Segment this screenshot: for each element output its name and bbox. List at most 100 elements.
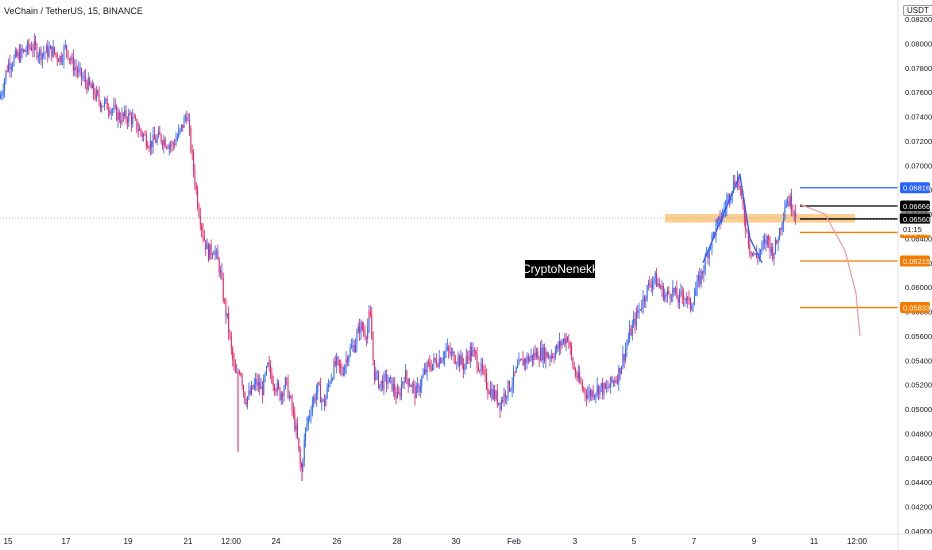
candle-body: [139, 128, 141, 131]
candle-body: [125, 110, 127, 120]
candle-body: [693, 295, 695, 305]
candle-body: [89, 77, 91, 85]
candle-body: [778, 228, 780, 241]
candle-body: [784, 208, 786, 219]
candle-body: [696, 280, 698, 290]
candle-body: [162, 141, 163, 146]
candle-body: [483, 369, 485, 371]
candle-body: [163, 139, 165, 146]
candle-body: [573, 366, 575, 370]
candle-body: [503, 392, 505, 402]
candle-body: [793, 212, 795, 214]
candle-body: [322, 399, 324, 401]
candle-body: [176, 136, 178, 140]
candle-body: [268, 362, 270, 365]
candle-body: [271, 373, 273, 383]
horizontal-levels: [0, 187, 898, 309]
candle-body: [446, 346, 448, 350]
candle-body: [526, 356, 528, 364]
candle-body: [4, 80, 6, 91]
candle-body: [149, 140, 151, 149]
candle-body: [170, 145, 172, 146]
candle-body: [719, 216, 721, 224]
candle-body: [21, 48, 23, 52]
candle-body: [387, 382, 389, 384]
candle-body: [519, 359, 521, 361]
candle-body: [554, 351, 556, 358]
candle-body: [653, 277, 655, 283]
candle-body: [83, 76, 85, 78]
candle-body: [432, 363, 433, 370]
candle-body: [469, 346, 471, 361]
candle-body: [449, 350, 451, 355]
candle-body: [78, 69, 80, 73]
candle-body: [760, 250, 762, 253]
candle-body: [738, 176, 740, 187]
candle-body: [704, 256, 706, 271]
candle-body: [631, 324, 633, 336]
candle-body: [642, 296, 644, 308]
candle-body: [368, 312, 370, 326]
candle-body: [773, 252, 775, 260]
candle-body: [375, 372, 377, 380]
candle-body: [452, 351, 454, 353]
candle-body: [610, 376, 612, 387]
candle-body: [171, 143, 173, 146]
time-axis[interactable]: 15 17 19 21 12:00 24 26 28 30 Feb 3 5 7 9 11 12:00: [0, 533, 932, 546]
candle-body: [729, 194, 730, 201]
candle-body: [9, 62, 11, 70]
candle-body: [152, 134, 154, 148]
candle-body: [103, 100, 105, 106]
candle-body: [662, 285, 664, 300]
candle-body: [153, 134, 155, 140]
candle-body: [689, 298, 691, 310]
candle-body: [508, 380, 510, 391]
candle-body: [283, 388, 285, 397]
candle-body: [571, 346, 573, 358]
candle-body: [247, 396, 249, 405]
candle-body: [627, 339, 629, 345]
candle-body: [768, 235, 770, 241]
candle-body: [436, 360, 438, 366]
candle-body: [224, 300, 226, 302]
candle-body: [612, 380, 614, 382]
candle-body: [464, 364, 466, 371]
candle-body: [576, 375, 578, 379]
candle-body: [650, 285, 652, 288]
candle-body: [641, 307, 643, 310]
candle-body: [741, 190, 743, 195]
candle-body: [546, 351, 548, 358]
candle-body: [66, 45, 68, 51]
candle-body: [488, 392, 490, 395]
candle-body: [607, 387, 609, 389]
candle-body: [63, 47, 65, 61]
time-tick-label: 24: [272, 537, 281, 546]
candle-body: [561, 342, 563, 346]
price-axis[interactable]: 0.08200 0.08000 0.07800 0.07600 0.07400 0.072…: [897, 0, 932, 550]
candle-body: [118, 112, 120, 121]
candle-body: [441, 360, 443, 363]
candle-body: [596, 385, 598, 394]
candle-body: [147, 146, 149, 148]
candle-body: [626, 344, 628, 350]
candle-body: [584, 388, 586, 395]
candle-body: [120, 120, 122, 123]
price-tick-label: 0.06400: [905, 234, 932, 243]
candle-body: [787, 201, 789, 203]
candle-body: [433, 358, 435, 364]
candle-body: [261, 386, 263, 396]
candle-body: [533, 352, 535, 360]
candle-body: [783, 218, 784, 224]
currency-badge[interactable]: USDT: [903, 5, 932, 16]
candle-body: [683, 295, 685, 300]
candle-body: [263, 376, 265, 396]
candle-body: [98, 93, 100, 102]
candle-body: [355, 344, 357, 352]
candle-body: [222, 278, 224, 301]
candle-body: [761, 243, 763, 251]
candle-body: [256, 378, 258, 386]
candle-body: [789, 196, 791, 206]
candle-body: [780, 228, 782, 230]
candle-body: [10, 66, 12, 70]
